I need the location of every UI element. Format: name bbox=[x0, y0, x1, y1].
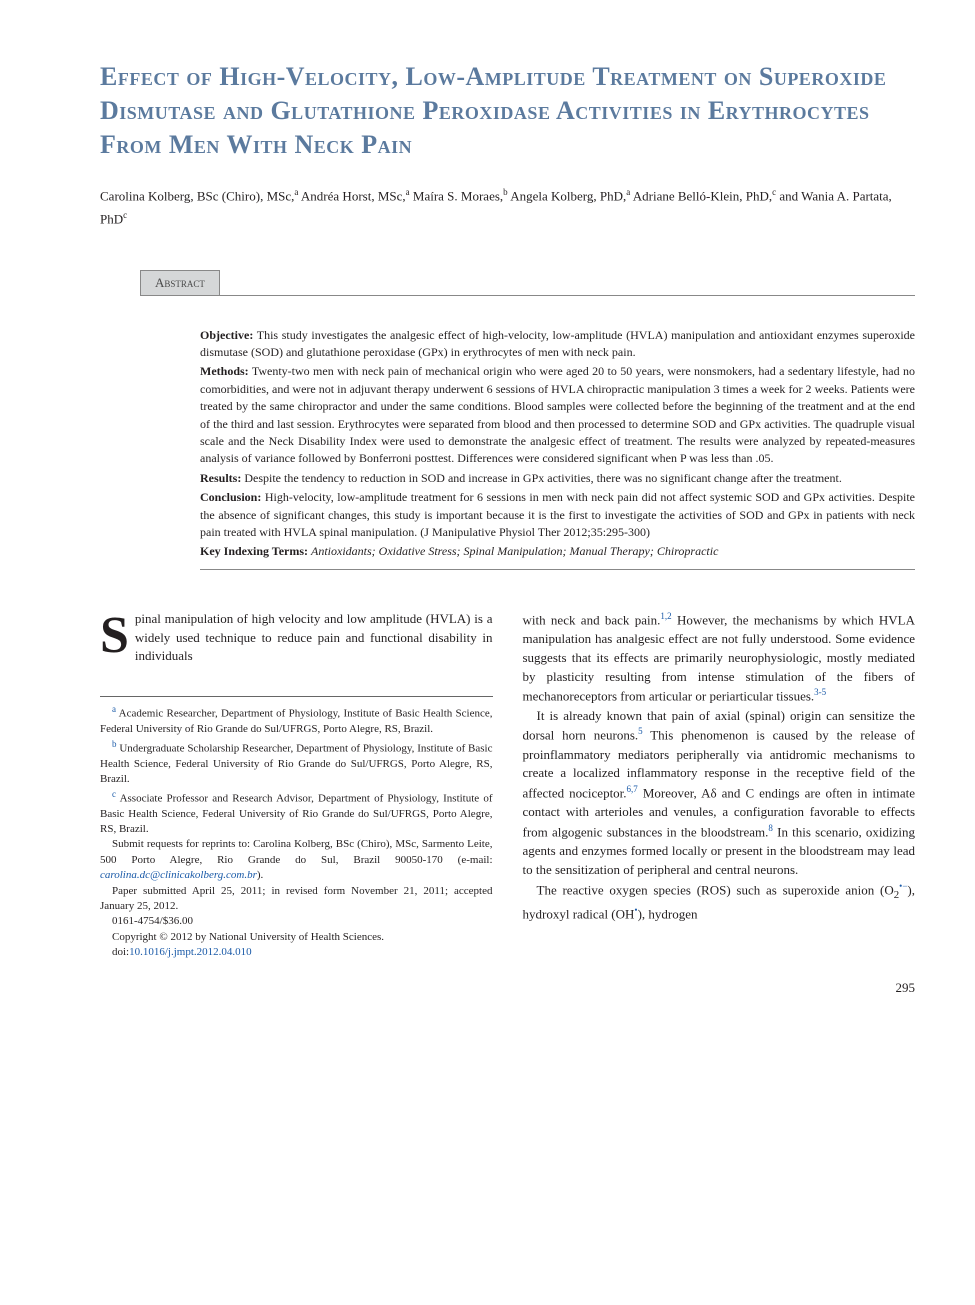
abstract-bottom-rule bbox=[200, 569, 915, 570]
page-number: 295 bbox=[100, 980, 915, 996]
dropcap: S bbox=[100, 614, 129, 658]
copyright-line: Copyright © 2012 by National University … bbox=[100, 930, 493, 945]
methods-label: Methods: bbox=[200, 364, 249, 378]
body-columns: Spinal manipulation of high velocity and… bbox=[100, 610, 915, 961]
affil-b: b Undergraduate Scholarship Researcher, … bbox=[100, 738, 493, 788]
conclusion-text: High-velocity, low-amplitude treatment f… bbox=[200, 490, 915, 539]
reprints-email-link[interactable]: carolina.dc@clinicakolberg.com.br bbox=[100, 869, 257, 881]
abstract-section: Abstract Objective: This study investiga… bbox=[100, 270, 915, 570]
objective-label: Objective: bbox=[200, 328, 253, 342]
doi-line: doi:10.1016/j.jmpt.2012.04.010 bbox=[100, 945, 493, 960]
affil-a: a Academic Researcher, Department of Phy… bbox=[100, 703, 493, 737]
results-text: Despite the tendency to reduction in SOD… bbox=[244, 471, 841, 485]
author-line: Carolina Kolberg, BSc (Chiro), MSc,a And… bbox=[100, 185, 915, 229]
abstract-top-rule bbox=[140, 295, 915, 296]
issn-line: 0161-4754/$36.00 bbox=[100, 914, 493, 929]
keywords-label: Key Indexing Terms: bbox=[200, 544, 308, 558]
article-title: Effect of High-Velocity, Low-Amplitude T… bbox=[100, 60, 915, 161]
col2-p2: It is already known that pain of axial (… bbox=[523, 707, 916, 881]
submitted-line: Paper submitted April 25, 2011; in revis… bbox=[100, 884, 493, 915]
reprints: Submit requests for reprints to: Carolin… bbox=[100, 837, 493, 883]
column-left: Spinal manipulation of high velocity and… bbox=[100, 610, 493, 961]
doi-link[interactable]: 10.1016/j.jmpt.2012.04.010 bbox=[129, 946, 252, 958]
footnotes: a Academic Researcher, Department of Phy… bbox=[100, 696, 493, 960]
methods-text: Twenty-two men with neck pain of mechani… bbox=[200, 364, 915, 465]
keywords-text: Antioxidants; Oxidative Stress; Spinal M… bbox=[311, 544, 718, 558]
affil-c: c Associate Professor and Research Advis… bbox=[100, 788, 493, 838]
results-label: Results: bbox=[200, 471, 241, 485]
abstract-label: Abstract bbox=[140, 270, 220, 296]
intro-paragraph: Spinal manipulation of high velocity and… bbox=[100, 610, 493, 667]
objective-text: This study investigates the analgesic ef… bbox=[200, 328, 915, 359]
col2-p3: The reactive oxygen species (ROS) such a… bbox=[523, 880, 916, 924]
col1-p1: pinal manipulation of high velocity and … bbox=[135, 611, 493, 664]
conclusion-label: Conclusion: bbox=[200, 490, 261, 504]
column-right: with neck and back pain.1,2 However, the… bbox=[523, 610, 916, 961]
col2-p1: with neck and back pain.1,2 However, the… bbox=[523, 610, 916, 707]
abstract-content: Objective: This study investigates the a… bbox=[200, 327, 915, 561]
